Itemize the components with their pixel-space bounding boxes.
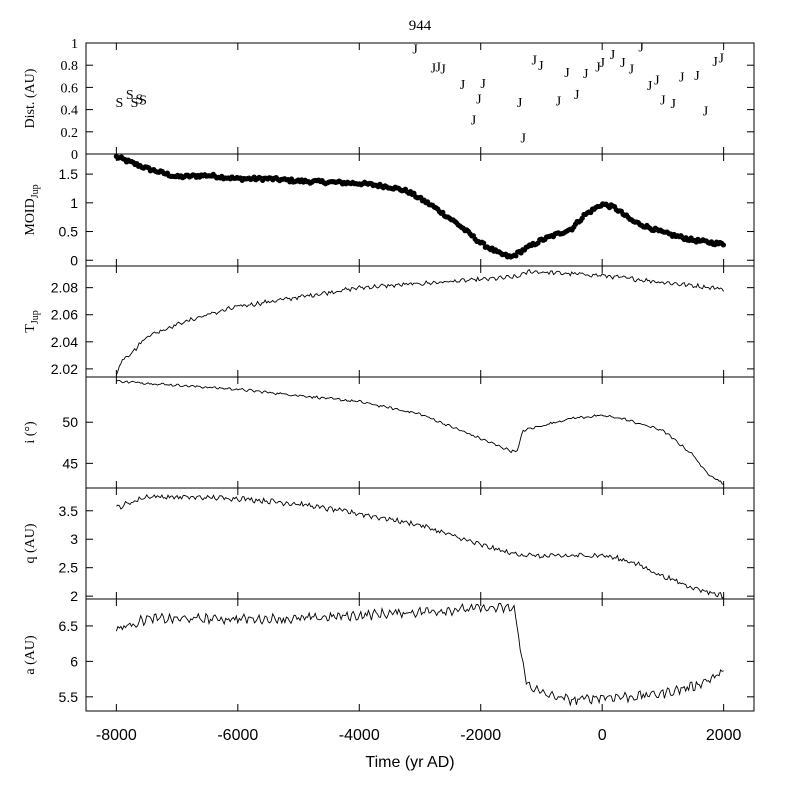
y-tick-label: 2 [70, 588, 78, 604]
point-S: S [126, 88, 134, 103]
y-tick-label: 50 [62, 414, 78, 430]
point-J: J [440, 63, 446, 78]
point-J: J [712, 55, 718, 70]
point-J: J [556, 95, 562, 110]
point-J: J [574, 88, 580, 103]
y-tick-label: 2.08 [51, 280, 78, 296]
x-axis: -8000 -6000 -4000 -2000 0 2000 [96, 727, 742, 744]
point-J: J [703, 105, 709, 120]
series-line-q [116, 494, 724, 599]
point-J: J [521, 131, 527, 146]
moid-point [720, 242, 726, 248]
point-J: J [718, 51, 724, 66]
y-axis-label: MOIDJup [23, 184, 41, 235]
point-J: J [460, 78, 466, 93]
point-J: J [694, 69, 700, 84]
point-J: J [531, 54, 537, 69]
point-J: J [412, 43, 418, 58]
y-axis-label: TJup [23, 310, 41, 332]
y-axis-label: i (°) [23, 421, 38, 444]
moid-point [481, 240, 487, 246]
x-tick-label: 2000 [706, 727, 742, 744]
point-S: S [136, 93, 144, 108]
panel-frame [85, 376, 755, 489]
x-axis-label: Time (yr AD) [365, 754, 454, 771]
point-J: J [538, 59, 544, 74]
series-line-a [115, 603, 724, 707]
y-axis-label: a (AU) [23, 635, 38, 675]
point-J: J [517, 96, 523, 111]
y-tick-label: 1 [70, 195, 78, 211]
y-tick-label: 1 [71, 37, 78, 52]
point-J: J [476, 93, 482, 108]
x-tick-label: -2000 [460, 727, 501, 744]
point-S: S [116, 96, 124, 111]
y-tick-label: 45 [62, 455, 78, 471]
y-tick-label: 0.5 [59, 224, 79, 240]
point-J: J [660, 94, 666, 109]
panel-a: 5.5 6 6.5 a (AU) [23, 598, 755, 712]
panel-q: 2 2.5 3 3.5 q (AU) [23, 487, 755, 604]
y-tick-label: 0 [71, 148, 78, 163]
point-J: J [471, 114, 477, 129]
y-tick-label: 0 [70, 252, 78, 268]
y-tick-label: 5.5 [59, 689, 79, 705]
panel-frame [85, 598, 755, 712]
panel-frame [85, 153, 755, 267]
panel-inc: 45 50 i (°) [23, 376, 755, 489]
x-tick-label: -8000 [96, 727, 137, 744]
y-tick-label: 1.5 [59, 166, 79, 182]
point-J: J [647, 79, 653, 94]
point-J: J [638, 40, 644, 55]
point-J: J [480, 77, 486, 92]
y-tick-label: 2.06 [51, 307, 78, 323]
point-J: J [595, 60, 601, 75]
y-axis-label: Dist. (AU) [23, 68, 38, 128]
panel-frame [85, 42, 755, 155]
y-tick-label: 0.2 [61, 126, 79, 141]
point-J: J [431, 61, 437, 76]
y-tick-label: 3 [70, 531, 78, 547]
panel-tjup: 2.02 2.04 2.06 2.08 TJup [23, 265, 755, 378]
point-J: J [610, 48, 616, 63]
panel-frame [85, 487, 755, 600]
point-J: J [671, 97, 677, 112]
point-J: J [620, 56, 626, 71]
y-tick-label: 0.8 [61, 59, 79, 74]
y-tick-label: 6.5 [59, 618, 79, 634]
y-tick-label: 0.4 [61, 104, 79, 119]
panel-frame [85, 265, 755, 378]
figure-title: 944 [409, 18, 432, 34]
y-tick-label: 0.6 [61, 81, 79, 96]
y-tick-label: 2.04 [51, 334, 78, 350]
y-tick-label: 2.02 [51, 361, 78, 377]
series-line-inc [116, 379, 724, 485]
point-J: J [679, 70, 685, 85]
moid-point [513, 253, 519, 259]
point-J: J [564, 66, 570, 81]
y-tick-label: 6 [70, 653, 78, 669]
point-S: S [139, 94, 147, 109]
x-tick-label: 0 [598, 727, 607, 744]
y-tick-label: 3.5 [59, 503, 79, 519]
x-tick-label: -6000 [217, 727, 258, 744]
point-S: S [131, 96, 139, 111]
point-J: J [583, 67, 589, 82]
point-J: J [629, 63, 635, 78]
point-J: J [654, 74, 660, 89]
panel-moid: 0 0.5 1 1.5 MOIDJup [23, 153, 755, 268]
series-line-tjup [115, 268, 724, 376]
y-axis-label: q (AU) [23, 523, 38, 563]
x-tick-label: -4000 [339, 727, 380, 744]
point-J: J [435, 60, 441, 75]
y-tick-label: 2.5 [59, 560, 79, 576]
point-J: J [599, 56, 605, 71]
